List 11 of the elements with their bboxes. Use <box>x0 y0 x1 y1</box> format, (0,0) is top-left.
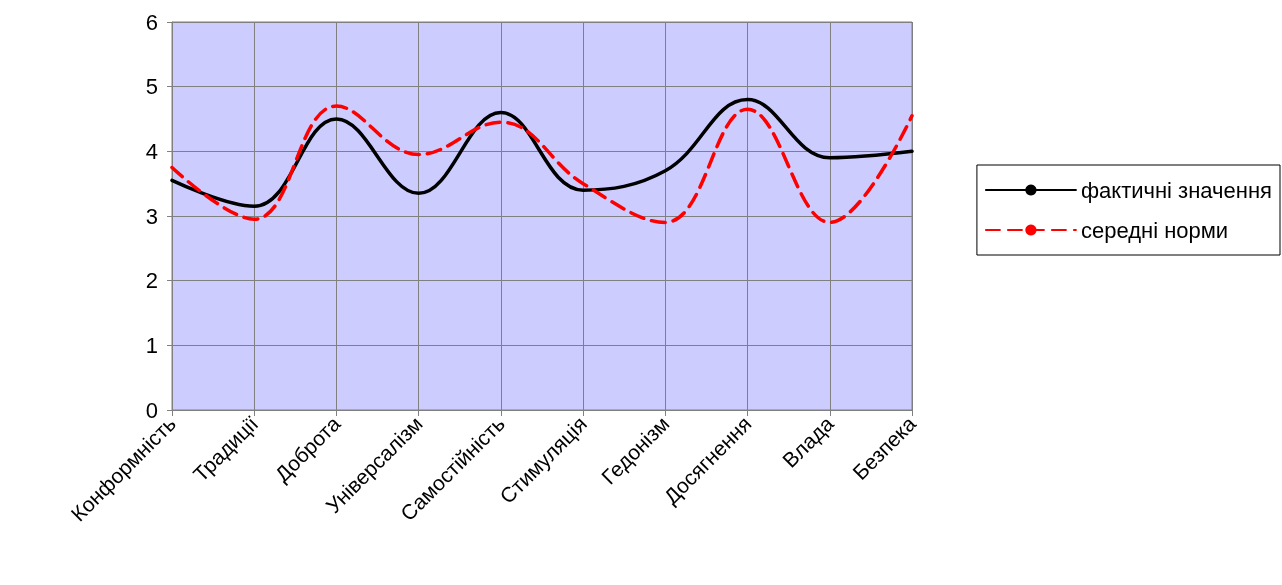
line-series <box>170 104 914 225</box>
legend-label: середні норми <box>1080 217 1229 243</box>
y-tick-label: 0 <box>145 397 158 423</box>
y-tick-label: 4 <box>145 138 158 164</box>
y-tick-label: 6 <box>145 9 158 35</box>
y-tick-label: 1 <box>145 332 158 358</box>
y-tick-label: 2 <box>145 268 158 294</box>
y-tick-label: 5 <box>145 74 158 100</box>
line-series <box>170 97 914 209</box>
y-tick-label: 3 <box>145 203 158 229</box>
legend-label: фактичні значення <box>1080 177 1273 203</box>
